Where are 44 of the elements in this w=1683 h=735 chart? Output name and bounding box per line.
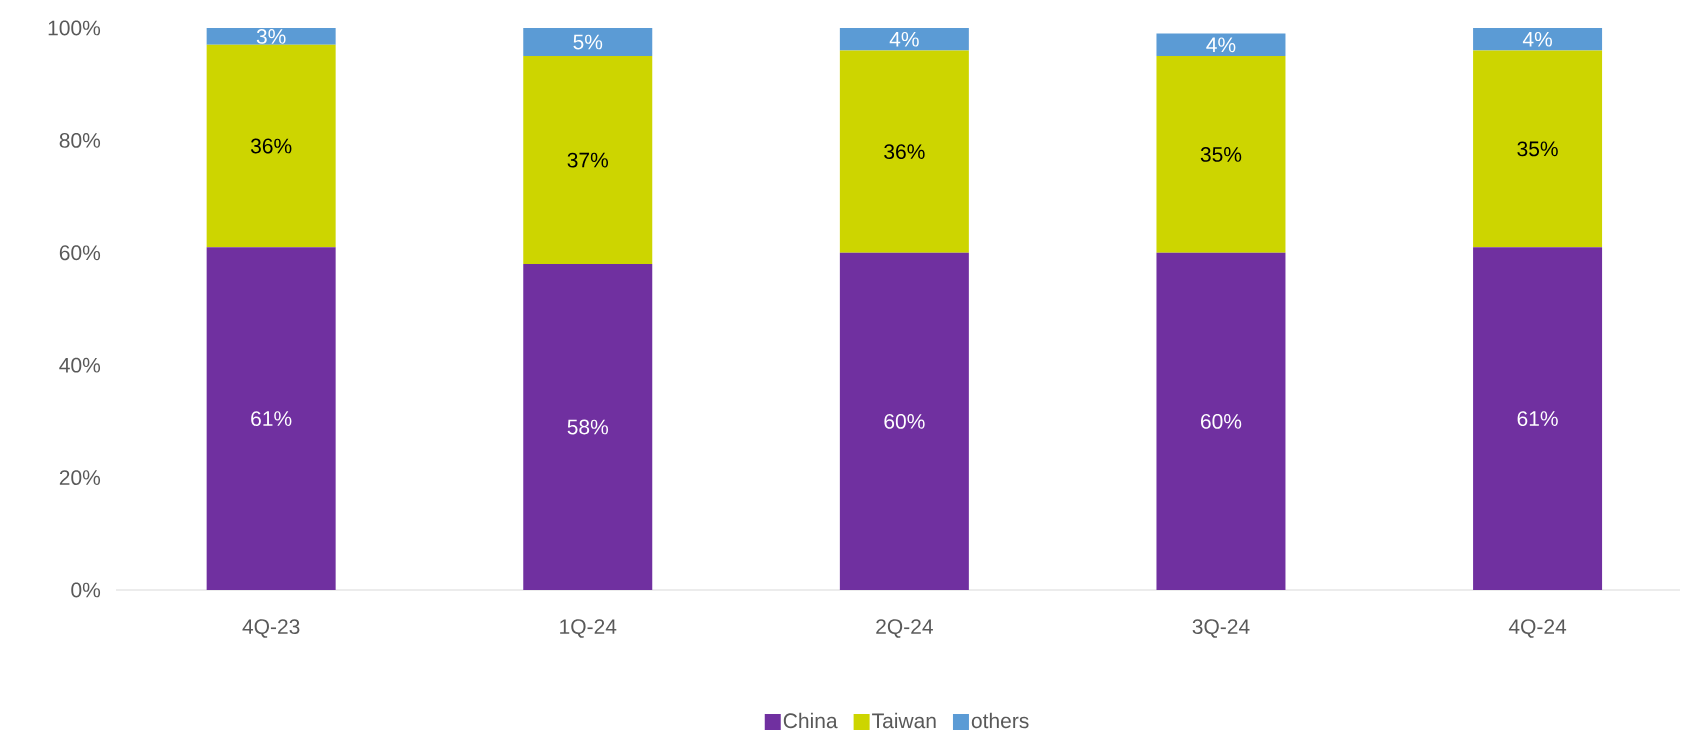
data-label: 35%: [1200, 146, 1242, 162]
x-tick-label: 1Q-24: [560, 619, 617, 638]
data-label: 61%: [1517, 411, 1558, 426]
bar: [839, 27, 969, 51]
bar: [523, 27, 653, 57]
data-label: 4%: [1522, 31, 1552, 47]
x-tick-label: 4Q-23: [242, 619, 300, 638]
data-label: 36%: [884, 144, 925, 159]
data-label: 35%: [1517, 141, 1558, 157]
bar: [206, 27, 336, 45]
data-label: 60%: [1201, 413, 1242, 429]
bar: [206, 44, 336, 248]
y-tick-label: 80%: [59, 132, 101, 148]
data-label: 37%: [567, 152, 609, 168]
data-label: 60%: [884, 413, 925, 429]
data-label: 61%: [251, 411, 292, 426]
x-tick-label: 3Q-24: [1192, 619, 1250, 638]
legend-label: Taiwan: [872, 712, 936, 729]
y-tick-label: 40%: [59, 357, 101, 373]
bar: [206, 247, 336, 590]
bar: [1156, 56, 1286, 253]
x-tick-label: 4Q-24: [1508, 619, 1567, 638]
bar: [839, 50, 969, 253]
data-label: 58%: [567, 419, 609, 435]
bar: [1473, 27, 1603, 51]
y-tick-label: 60%: [59, 245, 101, 261]
legend-label: China: [783, 712, 838, 729]
y-tick-label: 0%: [71, 582, 101, 598]
y-tick-label: 20%: [59, 470, 101, 485]
data-label: 3%: [256, 28, 286, 44]
bar: [839, 252, 969, 590]
legend-label: others: [971, 712, 1029, 729]
bar: [1473, 247, 1603, 590]
bar: [523, 263, 653, 590]
bar: [1156, 252, 1286, 590]
bar: [523, 56, 653, 264]
data-label: 4%: [1206, 37, 1236, 53]
data-label: 36%: [250, 138, 292, 154]
x-tick-label: 2Q-24: [876, 619, 933, 638]
y-tick-label: 100%: [48, 20, 101, 36]
data-label: 5%: [573, 34, 603, 50]
data-label: 4%: [889, 31, 919, 47]
bar: [1473, 50, 1603, 248]
bar: [1156, 33, 1286, 57]
